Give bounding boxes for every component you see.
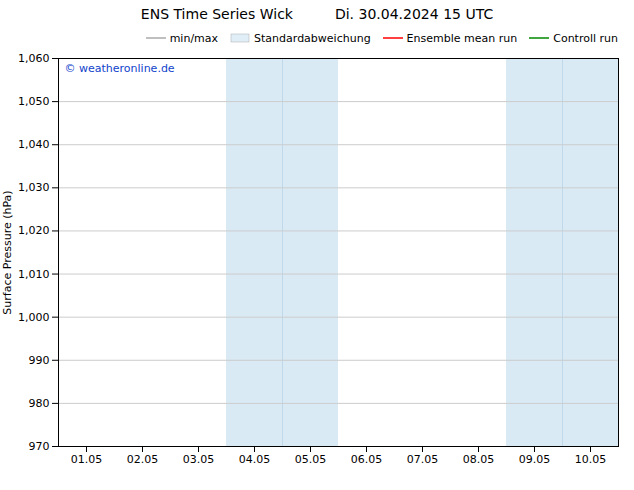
svg-text:1,000: 1,000 (18, 311, 50, 324)
svg-text:1,030: 1,030 (18, 181, 50, 194)
html-text:ENS Time Series Wick: ENS Time Series Wick (140, 6, 293, 22)
svg-text:10.05: 10.05 (575, 453, 607, 466)
svg-text:01.05: 01.05 (71, 453, 103, 466)
svg-text:1,040: 1,040 (18, 138, 50, 151)
svg-text:04.05: 04.05 (239, 453, 271, 466)
html-text:min/max: min/max (169, 31, 219, 45)
svg-text:05.05: 05.05 (295, 453, 327, 466)
svg-text:08.05: 08.05 (463, 453, 495, 466)
svg-text:970: 970 (29, 440, 50, 453)
svg-text:1,010: 1,010 (18, 268, 50, 281)
svg-text:Surface Pressure (hPa): Surface Pressure (hPa) (1, 190, 14, 314)
svg-text:980: 980 (29, 397, 50, 410)
html-text:Standardabweichung: Standardabweichung (254, 31, 371, 45)
svg-text:07.05: 07.05 (407, 453, 439, 466)
svg-text:1,050: 1,050 (18, 95, 50, 108)
svg-text:02.05: 02.05 (127, 453, 159, 466)
svg-text:990: 990 (29, 354, 50, 367)
svg-text:1,060: 1,060 (18, 52, 50, 65)
svg-text:© weatheronline.de: © weatheronline.de (65, 62, 175, 75)
svg-text:1,020: 1,020 (18, 224, 50, 237)
html-text:Controll run: Controll run (553, 31, 618, 45)
html-text:Di. 30.04.2024 15 UTC: Di. 30.04.2024 15 UTC (335, 6, 494, 22)
svg-text:03.05: 03.05 (183, 453, 215, 466)
html-text:Ensemble mean run: Ensemble mean run (406, 31, 518, 45)
svg-text:09.05: 09.05 (519, 453, 551, 466)
svg-text:06.05: 06.05 (351, 453, 383, 466)
